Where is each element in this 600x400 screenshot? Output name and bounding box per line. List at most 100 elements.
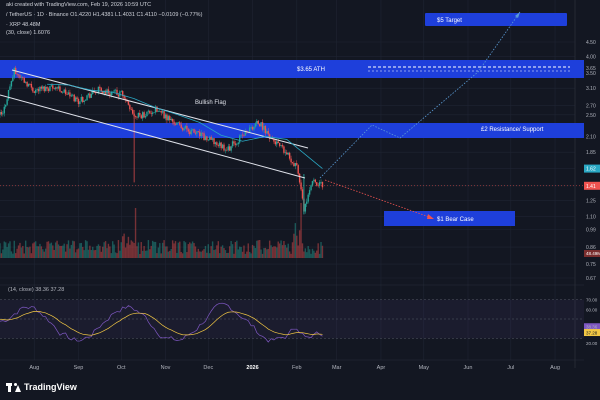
candle-body — [92, 90, 94, 94]
candle-body — [267, 131, 269, 135]
candle-body — [210, 136, 212, 140]
candle-body — [12, 77, 14, 82]
candle-body — [300, 182, 302, 190]
volume-bar — [240, 247, 242, 258]
candle-body — [3, 106, 5, 114]
volume-bar — [318, 253, 321, 258]
candle-body — [283, 146, 285, 153]
candle-body — [44, 86, 47, 92]
volume-bar — [280, 240, 282, 258]
candle-body — [173, 121, 175, 125]
volume-bar — [290, 253, 292, 258]
candle-body — [274, 141, 277, 145]
candle-body — [199, 131, 201, 137]
volume-bar — [76, 249, 78, 258]
candle-body — [54, 87, 57, 90]
candle-body — [288, 152, 291, 159]
rsi-ma-value-tag — [584, 329, 600, 337]
candle-body — [257, 120, 259, 124]
candle-body — [129, 104, 131, 110]
volume-bar — [67, 240, 70, 258]
bullish-flag-annotation: Bullish Flag — [195, 100, 226, 106]
candle-body — [87, 93, 90, 96]
candle-body — [307, 194, 309, 202]
candle-body — [254, 123, 257, 127]
volume-bar — [26, 246, 28, 258]
volume-bar — [93, 250, 95, 258]
volume-bar — [54, 242, 57, 258]
volume-tag — [584, 250, 600, 257]
candle-body — [52, 85, 54, 89]
candle-body — [29, 83, 31, 85]
volume-bar — [171, 240, 174, 258]
candle-body — [297, 165, 299, 174]
zone-bear-case — [384, 211, 515, 226]
volume-bar — [207, 244, 210, 258]
candle-body — [146, 111, 148, 117]
volume-bar — [43, 251, 45, 258]
candle-body — [200, 132, 202, 137]
volume-bar — [34, 241, 37, 258]
candle-body — [290, 158, 292, 163]
bullish-projection — [319, 11, 521, 179]
candle-body — [184, 125, 187, 129]
volume-bar — [186, 252, 188, 258]
price-tick-label: 1.25 — [586, 199, 596, 205]
zone-label: £2 Resistance/ Support — [481, 127, 544, 133]
price-tick-label: 4.00 — [586, 55, 596, 61]
volume-bar — [106, 248, 108, 258]
volume-bar — [90, 250, 93, 258]
volume-bar — [184, 242, 187, 258]
candle-body — [286, 152, 288, 155]
candle-body — [313, 179, 315, 182]
price-tick-label: 3.10 — [586, 86, 596, 92]
candle-body — [190, 129, 192, 135]
candle-body — [99, 86, 101, 89]
volume-bar — [10, 251, 13, 258]
volume-bar — [291, 242, 294, 258]
volume-bar — [140, 242, 142, 258]
candle-body — [150, 113, 152, 114]
candle-body — [56, 87, 58, 89]
volume-bar — [150, 245, 152, 258]
candle-body — [253, 126, 255, 130]
volume-bar — [64, 251, 67, 258]
volume-bar — [143, 245, 145, 258]
time-tick-label: Jul — [507, 365, 514, 371]
candle-body — [183, 128, 185, 131]
candle-body — [23, 78, 25, 83]
volume-bar — [102, 246, 104, 258]
candle-body — [194, 132, 197, 134]
volume-bar — [129, 244, 131, 258]
candle-body — [82, 96, 84, 103]
volume-bar — [274, 246, 277, 258]
volume-bar — [261, 253, 264, 258]
volume-bar — [114, 252, 117, 258]
candle-body — [177, 122, 180, 123]
volume-bar — [44, 248, 47, 258]
candle-body — [134, 116, 137, 117]
price-tick-label: 4.50 — [586, 40, 596, 46]
volume-bar — [320, 241, 322, 258]
volume-bar — [80, 242, 83, 258]
time-tick-label: Jun — [464, 365, 473, 371]
volume-bar — [13, 240, 15, 258]
volume-bar — [12, 253, 14, 258]
volume-bar — [56, 240, 58, 258]
volume-bar — [284, 244, 287, 258]
volume-bar — [72, 240, 74, 258]
last-price-tag — [584, 181, 600, 190]
candle-body — [181, 127, 184, 131]
candle-body — [19, 75, 21, 78]
volume-bar — [187, 244, 190, 258]
volume-bar — [79, 243, 81, 258]
candle-body — [186, 125, 188, 130]
candle-body — [137, 112, 140, 118]
candle-body — [5, 104, 7, 107]
time-tick-label: May — [419, 365, 430, 371]
price-tick-label: 3.50 — [586, 71, 596, 77]
candle-body — [122, 91, 124, 97]
volume-bar — [183, 241, 185, 258]
volume-bar — [310, 253, 312, 258]
candle-body — [36, 89, 38, 90]
